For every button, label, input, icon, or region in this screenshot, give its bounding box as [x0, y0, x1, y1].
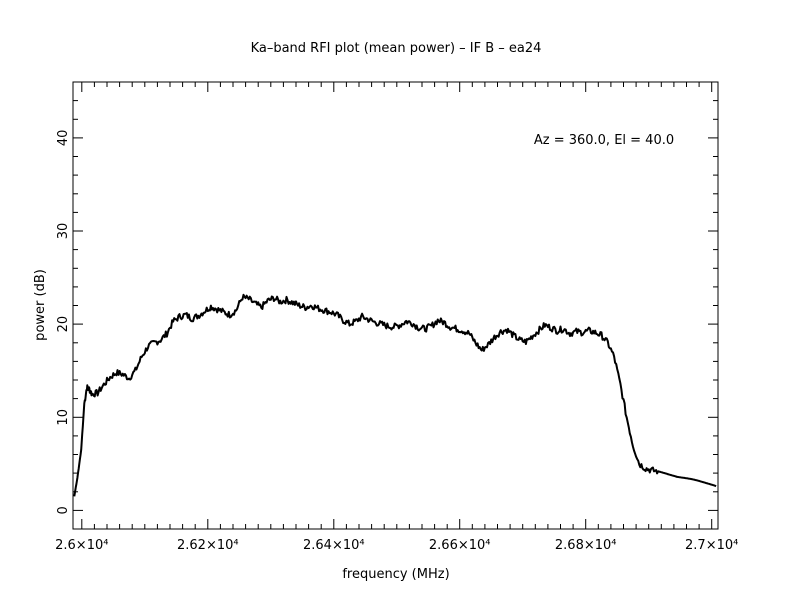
y-axis-label: power (dB) [33, 269, 48, 341]
chart-title: Ka–band RFI plot (mean power) – IF B – e… [251, 41, 542, 56]
y-tick-label-4: 40 [56, 130, 71, 147]
y-tick-label-0: 0 [56, 506, 71, 514]
x-tick-label-4: 2.68×10⁴ [555, 538, 617, 553]
x-tick-label-5: 2.7×10⁴ [685, 538, 738, 553]
tick-labels: 2.6×10⁴ 2.62×10⁴ 2.64×10⁴ 2.66×10⁴ 2.68×10⁴ 2… [55, 130, 738, 553]
y-tick-label-2: 20 [56, 316, 71, 333]
plot-frame [72, 81, 719, 530]
series-line-0 [73, 293, 717, 497]
x-tick-label-1: 2.62×10⁴ [177, 538, 239, 553]
y-tick-label-3: 30 [56, 223, 71, 240]
pointing-annotation: Az = 360.0, El = 40.0 [534, 133, 674, 148]
axis-ticks [73, 81, 718, 530]
x-tick-label-3: 2.66×10⁴ [429, 538, 491, 553]
x-axis-label: frequency (MHz) [342, 567, 449, 582]
x-tick-label-2: 2.64×10⁴ [303, 538, 365, 553]
series-group [73, 293, 717, 497]
y-tick-label-1: 10 [56, 409, 71, 426]
x-tick-label-0: 2.6×10⁴ [55, 538, 108, 553]
